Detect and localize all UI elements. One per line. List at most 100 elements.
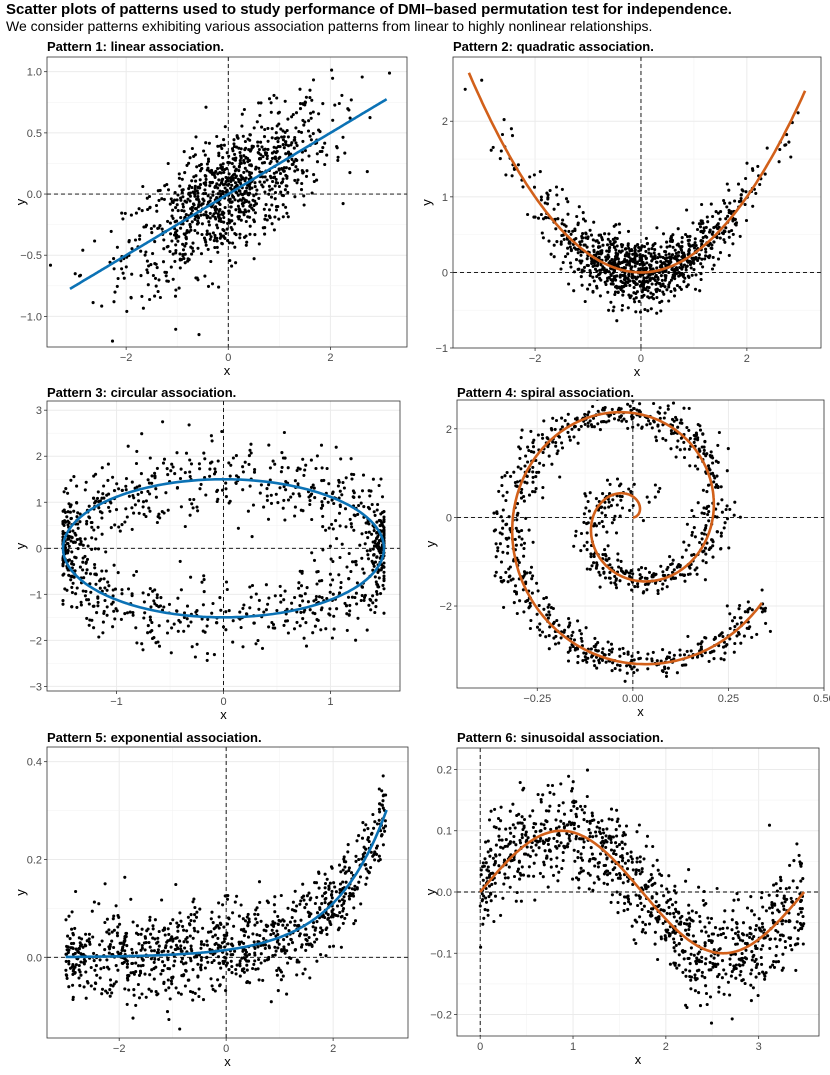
data-point [607,557,611,561]
data-point [592,249,596,254]
data-point [701,432,705,436]
data-point [261,155,265,159]
data-point [588,491,592,495]
data-point [377,549,381,553]
data-point [140,294,144,298]
data-point [180,191,184,195]
data-point [605,243,610,247]
data-point [567,229,571,233]
data-point [179,949,183,953]
data-point [576,619,580,623]
data-point [295,904,299,908]
data-point [662,416,666,420]
data-point [219,163,223,167]
data-point [125,611,130,615]
data-point [248,224,252,228]
data-point [248,204,252,208]
data-point [148,630,152,634]
data-point [682,280,686,284]
data-point [61,529,65,534]
data-point [619,482,623,486]
data-point [78,984,82,988]
data-point [666,666,670,670]
data-point [646,289,650,293]
data-point [544,215,548,219]
data-point [683,276,687,280]
data-point [277,110,281,114]
data-point [544,596,548,600]
data-point [187,423,191,427]
data-point [527,448,531,453]
data-point [693,241,697,245]
data-point [236,177,240,181]
data-point [628,571,632,575]
data-point [525,599,529,603]
data-point [495,510,499,514]
data-point [194,207,198,211]
data-point [735,622,739,626]
data-point [137,996,142,1000]
data-point [181,242,185,246]
data-point [217,154,221,158]
data-point [654,290,659,294]
data-point [166,927,170,931]
data-point [298,102,303,106]
data-point [559,242,563,246]
data-point [97,635,101,639]
data-point [237,940,241,944]
data-point [205,651,210,656]
data-point [683,579,687,583]
data-point [594,524,599,528]
data-point [596,263,600,267]
data-point [730,228,734,233]
data-point [130,272,134,276]
data-point [594,497,598,501]
data-point [540,231,544,235]
data-point [603,500,607,504]
data-point [193,187,197,191]
data-point [751,168,755,172]
page-subtitle: We consider patterns exhibiting various … [6,18,653,34]
data-point [160,197,164,201]
data-point [690,533,694,537]
data-point [166,161,170,166]
data-point [319,628,323,632]
data-point [347,613,351,617]
data-point [719,546,723,551]
data-point [573,424,577,428]
data-point [63,510,67,514]
data-point [620,260,624,265]
data-point [251,966,255,971]
data-point [531,540,535,544]
data-point [688,436,692,440]
data-point [229,942,234,946]
data-point [685,208,689,212]
data-point [342,486,346,490]
data-point [584,506,588,510]
data-point [221,190,225,194]
data-point [179,226,183,230]
data-point [286,631,290,635]
data-point [331,118,335,122]
data-point [375,544,379,548]
data-point [107,932,111,936]
data-point [632,406,636,411]
data-point [212,239,216,243]
data-point [328,881,332,885]
data-point [331,527,335,531]
data-point [349,871,354,875]
data-point [220,179,224,183]
data-point [725,643,729,647]
data-point [591,244,595,248]
data-point [217,285,221,289]
data-point [178,476,183,481]
data-point [572,544,576,548]
data-point [216,226,220,230]
data-point [273,945,277,949]
data-point [784,143,788,147]
data-point [645,242,649,246]
data-point [214,211,218,215]
data-point [154,284,158,288]
data-point [655,295,659,300]
data-point [727,188,731,192]
